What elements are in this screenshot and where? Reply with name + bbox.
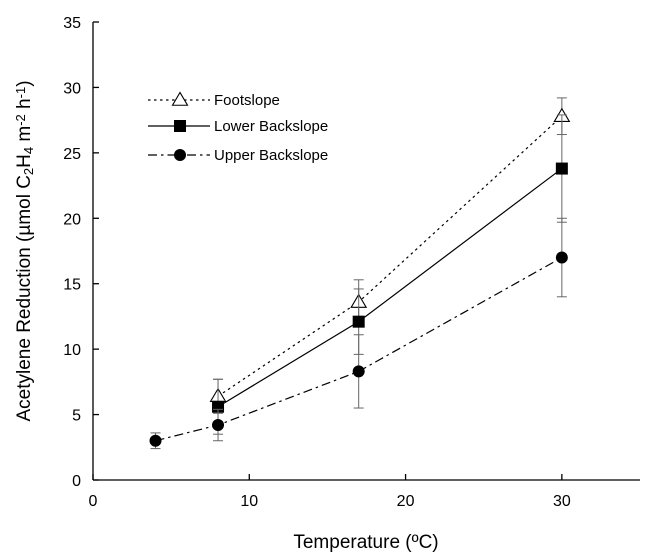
y-tick-label: 0: [72, 473, 81, 490]
y-tick-label: 10: [63, 342, 81, 359]
data-point: [352, 365, 365, 378]
series-layer: [149, 97, 571, 450]
legend-item: Lower Backslope: [148, 118, 328, 135]
y-axis-title-part: m: [14, 126, 35, 147]
legend-item: Footslope: [148, 91, 280, 109]
data-point: [555, 251, 568, 264]
data-point: [212, 419, 225, 432]
x-tick-label: 0: [89, 493, 98, 510]
x-tick-label: 10: [240, 493, 258, 510]
x-tick-label: 20: [397, 493, 415, 510]
y-axis-title-part: 2: [21, 168, 36, 175]
legend-label: Upper Backslope: [214, 147, 328, 164]
y-axis-title-part: -2: [13, 114, 28, 126]
legend-item: Upper Backslope: [148, 147, 328, 164]
series-0: [209, 97, 571, 414]
y-axis-title-part: ): [14, 80, 35, 86]
x-ticks: 0 10 20 30: [89, 474, 571, 510]
legend-marker: [171, 91, 189, 106]
y-axis-title: Acetylene Reduction (µmol C2H4 m-2 h-1): [13, 80, 36, 421]
legend-label: Footslope: [214, 92, 280, 109]
legend: Footslope Lower Backslope Upper Backslope: [148, 91, 328, 164]
y-axis-title-part: h: [14, 98, 35, 114]
series-line: [155, 257, 563, 442]
x-tick-label: 30: [553, 493, 571, 510]
series-line: [217, 168, 563, 408]
x-axis-title: Temperature (ºC): [293, 532, 438, 552]
y-tick-label: 15: [63, 277, 81, 294]
legend-marker: [174, 149, 186, 161]
y-axis-title-part: H: [14, 154, 35, 168]
series-2: [149, 217, 568, 450]
legend-marker: [174, 120, 186, 132]
y-axis-title-part: Acetylene Reduction (µmol C: [14, 175, 35, 421]
y-axis-title-part: -1: [13, 87, 28, 99]
data-point: [555, 162, 568, 175]
y-tick-label: 25: [63, 146, 81, 163]
y-axis-title-part: 4: [21, 147, 36, 154]
data-point: [352, 315, 365, 328]
legend-label: Lower Backslope: [214, 118, 328, 135]
y-ticks: 0 5 10 15 20 25 30 35: [63, 15, 99, 490]
y-tick-label: 5: [72, 408, 81, 425]
y-tick-label: 35: [63, 15, 81, 32]
y-tick-label: 30: [63, 80, 81, 97]
y-tick-label: 20: [63, 211, 81, 228]
data-point: [149, 434, 162, 447]
